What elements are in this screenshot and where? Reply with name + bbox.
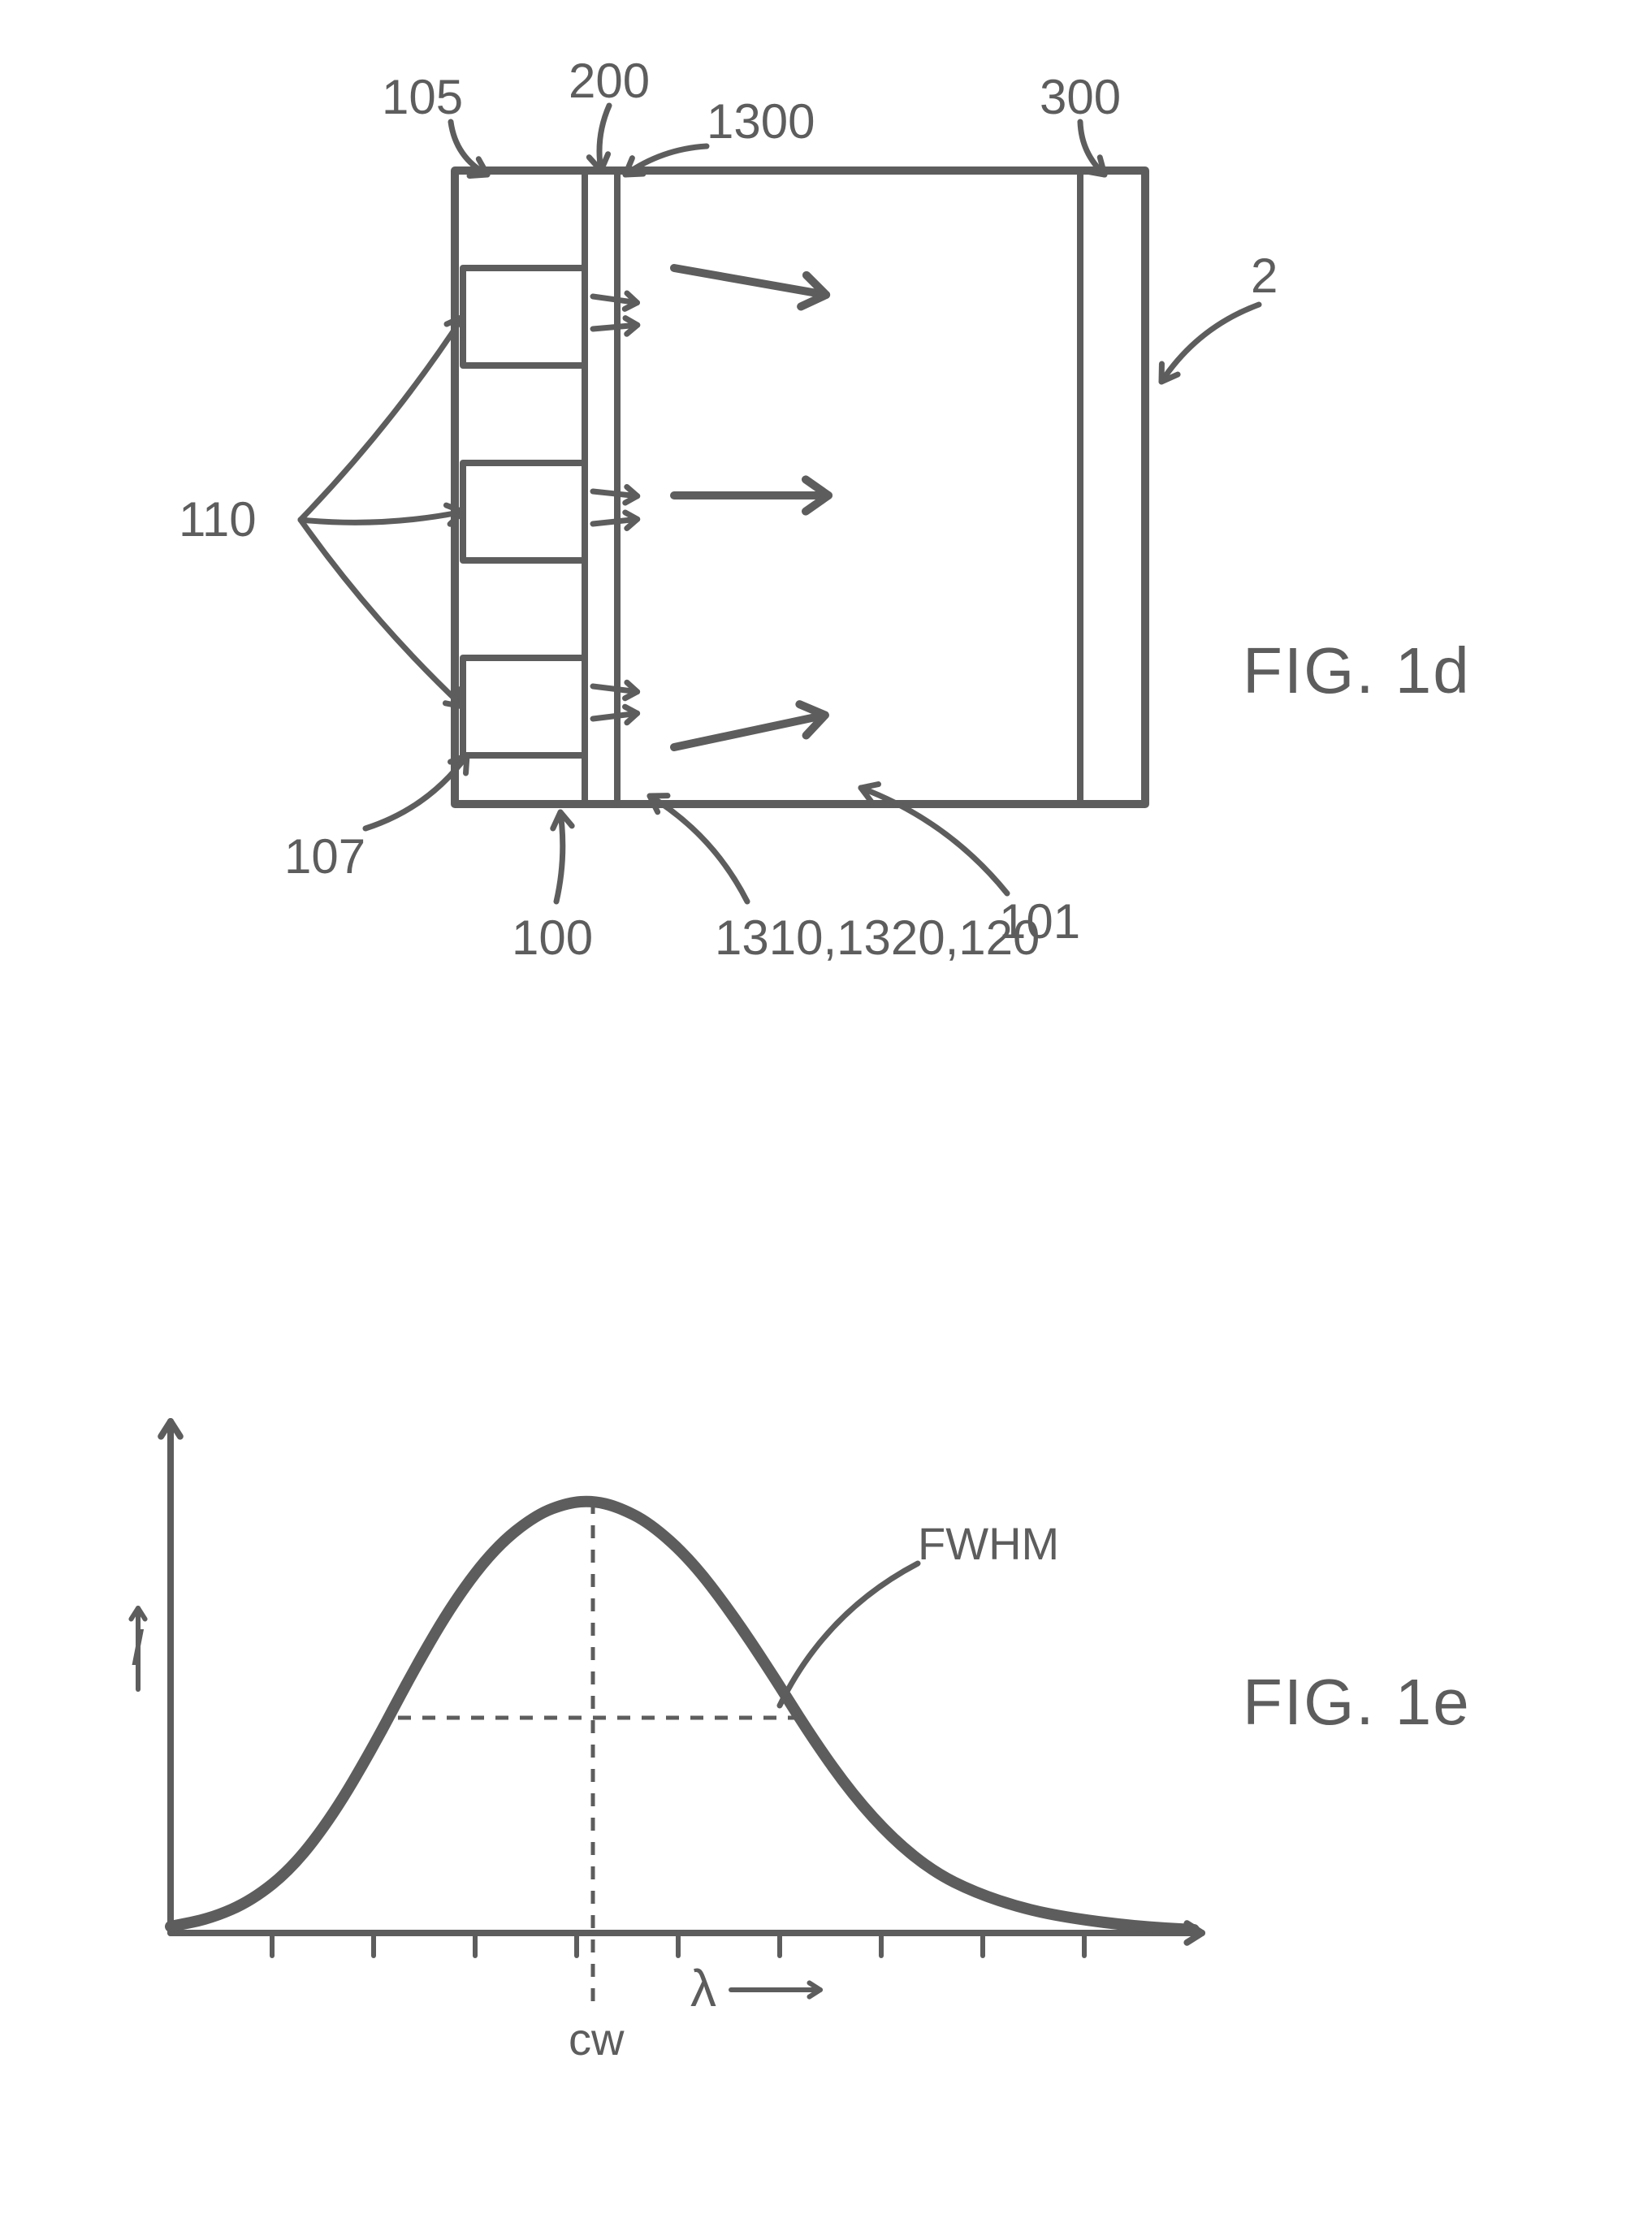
svg-text:107: 107 [284,829,365,884]
svg-text:300: 300 [1040,70,1121,124]
svg-text:110: 110 [179,492,257,547]
svg-text:λ: λ [690,1959,716,2017]
svg-text:100: 100 [512,910,593,965]
svg-text:2: 2 [1251,249,1278,303]
svg-text:cw: cw [569,2013,625,2065]
diagram-canvas: 105200130030021011310,1320,120100107110I… [0,0,1652,2214]
svg-text:105: 105 [382,70,463,124]
svg-text:FWHM: FWHM [918,1518,1059,1569]
svg-text:1310,1320,120: 1310,1320,120 [715,910,1040,965]
svg-text:1300: 1300 [707,94,815,149]
svg-text:200: 200 [569,54,650,108]
